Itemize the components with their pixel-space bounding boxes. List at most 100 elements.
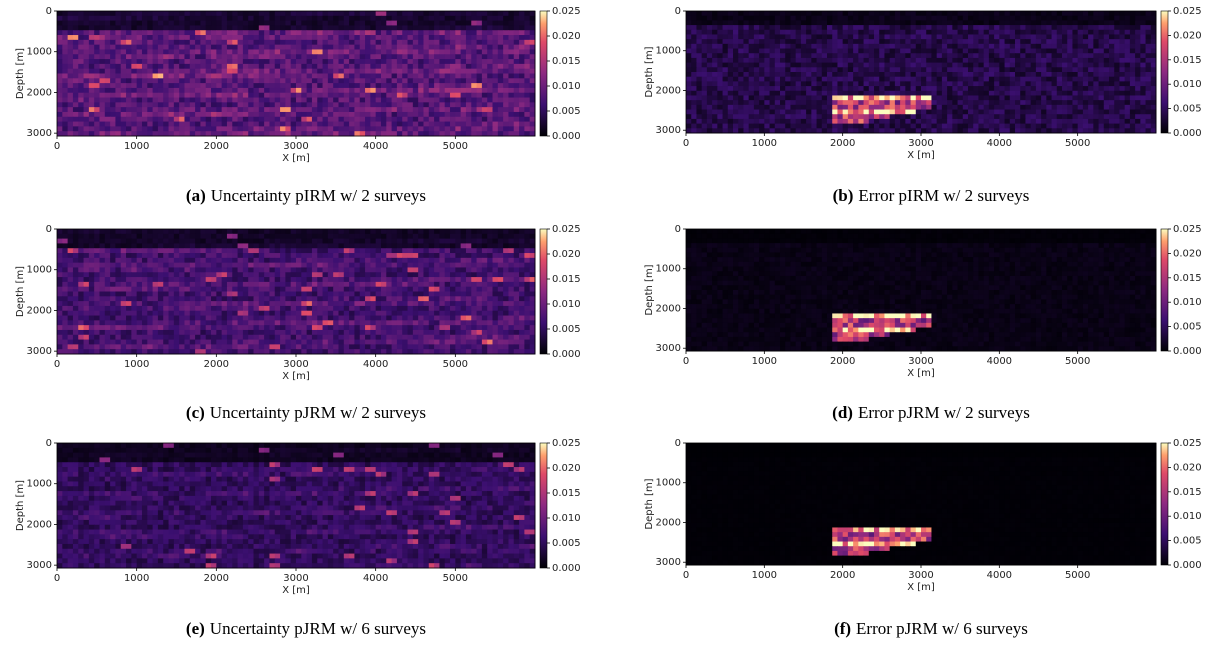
heatmap-cell <box>492 126 499 132</box>
heatmap-cell <box>524 126 531 132</box>
heatmap-cell <box>753 48 760 54</box>
heatmap-cell <box>978 62 985 68</box>
heatmap-cell <box>900 90 906 96</box>
heatmap-cell <box>179 102 185 108</box>
heatmap-cell <box>508 107 515 113</box>
heatmap-cell <box>375 73 382 79</box>
heatmap-cell <box>120 15 127 22</box>
heatmap-cell <box>487 102 494 108</box>
heatmap-cell <box>439 121 446 127</box>
heatmap-cell <box>874 118 880 125</box>
heatmap-cell <box>306 107 313 113</box>
heatmap-cell <box>72 238 79 244</box>
heatmap-cell <box>1046 25 1053 31</box>
heatmap-cell <box>759 57 765 64</box>
heatmap-cell <box>157 11 164 17</box>
heatmap-cell <box>968 90 974 96</box>
heatmap-cell <box>110 92 116 99</box>
heatmap-cell <box>696 72 703 78</box>
heatmap-cell <box>396 73 403 79</box>
heatmap-cell <box>696 11 703 17</box>
heatmap-cell <box>1135 100 1141 106</box>
heatmap-cell <box>712 123 718 129</box>
heatmap-cell <box>926 118 932 125</box>
heatmap-cell <box>738 62 744 68</box>
heatmap-cell <box>811 11 818 17</box>
heatmap-cell <box>936 11 943 17</box>
heatmap-cell <box>800 25 807 31</box>
heatmap-cell <box>1056 81 1063 87</box>
heatmap-cell <box>1035 39 1042 45</box>
heatmap-cell <box>62 102 69 108</box>
heatmap-cell <box>301 229 308 235</box>
heatmap-cell <box>827 15 833 21</box>
heatmap-cell <box>487 97 494 103</box>
heatmap-cell <box>1025 109 1032 115</box>
heatmap-cell <box>465 121 472 127</box>
heatmap-cell <box>837 86 844 92</box>
heatmap-cell <box>333 30 339 36</box>
heatmap-cell <box>311 78 318 84</box>
heatmap-cell <box>253 238 260 244</box>
heatmap-cell <box>99 39 106 46</box>
heatmap-cell <box>1041 104 1047 111</box>
heatmap-cell <box>333 102 339 108</box>
heatmap-cell <box>343 11 350 17</box>
heatmap-cell <box>921 114 927 120</box>
heatmap-cell <box>380 39 387 46</box>
heatmap-cell <box>343 87 350 94</box>
heatmap-cell <box>508 131 515 137</box>
heatmap-cell <box>858 72 865 78</box>
heatmap-cell <box>487 87 494 94</box>
heatmap-cell <box>189 44 196 50</box>
heatmap-cell <box>1109 95 1115 101</box>
heatmap-cell <box>274 229 281 235</box>
heatmap-cell <box>242 11 249 17</box>
heatmap-cell <box>78 15 85 22</box>
heatmap-cell <box>837 20 844 26</box>
heatmap-cell <box>1051 11 1058 17</box>
heatmap-cell <box>712 67 718 73</box>
heatmap-cell <box>274 11 281 17</box>
heatmap-cell <box>349 44 355 50</box>
heatmap-cell <box>842 86 849 92</box>
heatmap-cell <box>195 25 201 31</box>
heatmap-cell <box>947 76 953 82</box>
heatmap-cell <box>827 104 833 111</box>
heatmap-cell <box>1150 39 1157 45</box>
heatmap-cell <box>1124 67 1131 73</box>
heatmap-cell <box>519 25 525 31</box>
heatmap-cell <box>1109 90 1115 96</box>
heatmap-cell <box>492 15 499 22</box>
heatmap-cell <box>386 78 393 84</box>
heatmap-cell <box>78 229 85 235</box>
heatmap-cell <box>418 59 424 65</box>
heatmap-cell <box>306 97 313 103</box>
heatmap-cell <box>428 63 435 70</box>
heatmap-cell <box>936 104 943 111</box>
heatmap-cell <box>795 114 802 120</box>
heatmap-cell <box>269 11 276 17</box>
heatmap-cell <box>921 25 927 31</box>
heatmap-cell <box>226 78 233 84</box>
heatmap-cell <box>407 97 414 103</box>
heatmap-cell <box>1114 43 1120 50</box>
heatmap-cell <box>280 83 286 89</box>
heatmap-cell <box>785 90 791 96</box>
heatmap-cell <box>152 25 159 31</box>
heatmap-cell <box>503 11 509 17</box>
heatmap-cell <box>1150 76 1157 82</box>
heatmap-cell <box>832 72 838 78</box>
heatmap-cell <box>748 104 755 111</box>
heatmap-cell <box>492 107 499 113</box>
heatmap-cell <box>1046 81 1053 87</box>
heatmap-cell <box>110 116 116 123</box>
heatmap-cell <box>264 35 270 41</box>
heatmap-cell <box>253 111 260 118</box>
heatmap-cell <box>748 43 755 50</box>
heatmap-cell <box>497 63 504 70</box>
heatmap-cell <box>168 44 175 50</box>
heatmap-cell <box>1124 104 1131 111</box>
heatmap-cell <box>1098 72 1105 78</box>
heatmap-cell <box>1072 20 1079 26</box>
